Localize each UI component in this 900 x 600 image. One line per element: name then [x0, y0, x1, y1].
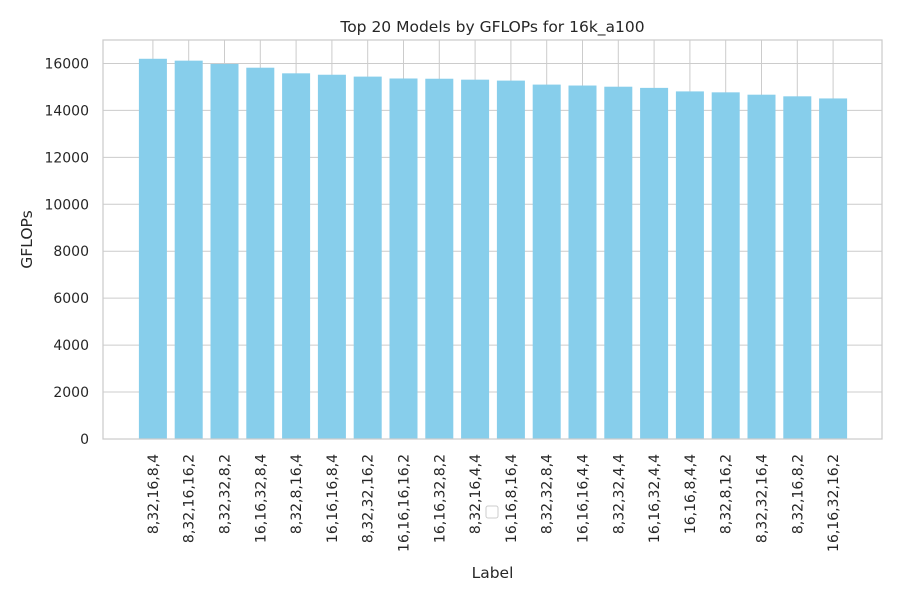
- bar: [353, 76, 382, 439]
- bar: [819, 98, 848, 439]
- y-tick-label: 16000: [44, 56, 89, 72]
- x-axis-label: Label: [472, 564, 514, 582]
- x-tick-label: 8,32,32,8,2: [218, 454, 234, 534]
- x-tick-label: 8,32,32,16,4: [755, 454, 771, 543]
- bar: [425, 78, 454, 439]
- x-tick-label: 8,32,16,16,2: [182, 454, 198, 543]
- legend-box: [485, 505, 499, 519]
- y-tick-labels: 0 2000 4000 6000 8000 10000 12000 14000 16000: [44, 56, 89, 448]
- y-tick-label: 8000: [53, 244, 89, 260]
- x-tick-label: 8,32,32,8,4: [540, 454, 556, 534]
- y-tick-label: 12000: [44, 150, 89, 166]
- x-tick-label: 8,32,32,16,2: [361, 454, 377, 543]
- plot-frame: [102, 39, 883, 440]
- x-tick-label: 8,32,16,4,4: [468, 454, 484, 534]
- bar: [604, 86, 633, 439]
- y-axis-label: GFLOPs: [18, 210, 36, 268]
- chart-title: Top 20 Models by GFLOPs for 16k_a100: [339, 18, 644, 37]
- bar: [783, 96, 812, 440]
- bar: [389, 78, 418, 440]
- y-tick-label: 0: [80, 432, 89, 448]
- bar: [711, 92, 740, 439]
- bar: [282, 73, 311, 439]
- bar: [496, 80, 525, 439]
- y-tick-label: 14000: [44, 103, 89, 119]
- x-tick-label: 16,16,16,16,2: [397, 454, 413, 552]
- bar: [675, 91, 704, 440]
- bar: [640, 87, 669, 439]
- x-tick-label: 16,16,8,16,4: [504, 454, 520, 543]
- x-tick-label: 16,16,32,8,2: [432, 454, 448, 543]
- bars: [138, 58, 848, 440]
- bar: [246, 67, 275, 439]
- y-tick-label: 10000: [44, 197, 89, 213]
- x-tick-label: 8,32,32,4,4: [611, 454, 627, 534]
- bar: [138, 58, 167, 440]
- x-tick-label: 16,16,8,4,4: [683, 454, 699, 534]
- bar: [210, 63, 239, 439]
- bar: [317, 74, 346, 439]
- x-tick-label: 8,32,8,16,2: [719, 454, 735, 534]
- bar: [568, 85, 597, 439]
- x-tick-label: 8,32,8,16,4: [289, 454, 305, 534]
- x-tick-label: 16,16,32,4,4: [647, 454, 663, 543]
- bar: [747, 94, 776, 440]
- x-tick-label: 8,32,16,8,4: [146, 454, 162, 534]
- bar: [532, 84, 561, 439]
- x-tick-label: 16,16,32,16,2: [826, 454, 842, 552]
- y-tick-label: 2000: [53, 385, 89, 401]
- x-tick-label: 16,16,16,8,4: [325, 454, 341, 543]
- x-tick-labels: 8,32,16,8,4 8,32,16,16,2 8,32,32,8,2 16,16,…: [146, 454, 842, 552]
- y-tick-label: 4000: [53, 338, 89, 354]
- x-tick-label: 16,16,16,4,4: [576, 454, 592, 543]
- bar: [174, 60, 203, 440]
- x-tick-label: 8,32,16,8,2: [790, 454, 806, 534]
- x-tick-label: 16,16,32,8,4: [253, 454, 269, 543]
- y-tick-label: 6000: [53, 291, 89, 307]
- bar: [461, 79, 490, 440]
